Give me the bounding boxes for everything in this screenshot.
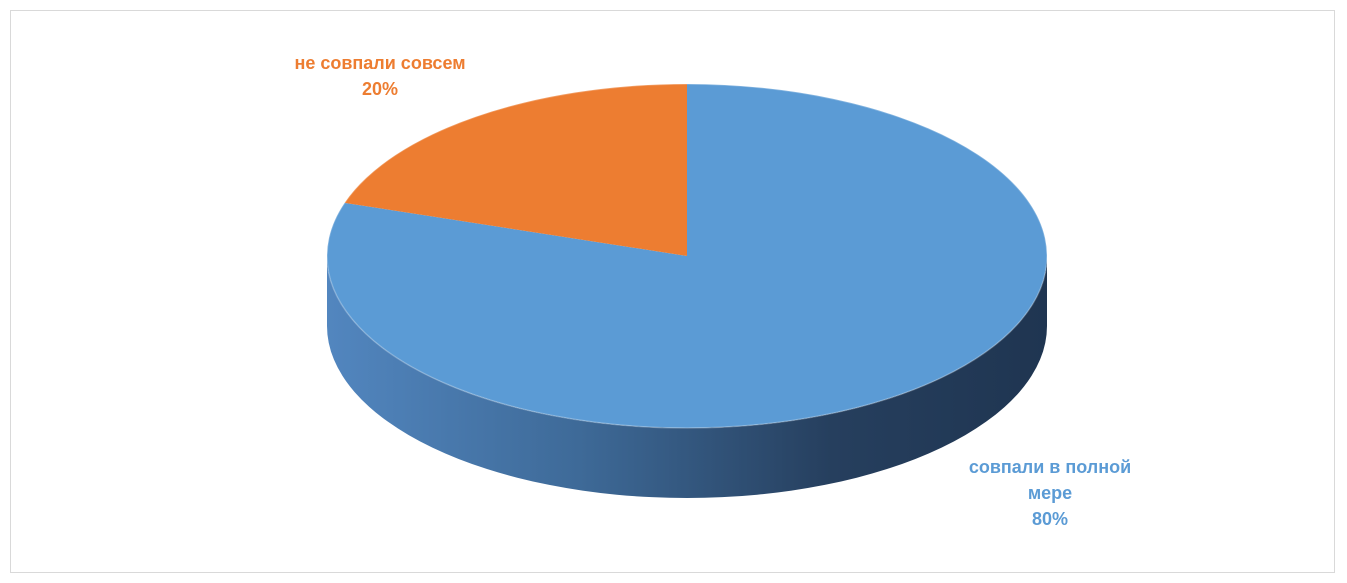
pie-top-group — [326, 83, 1048, 429]
pie-slice-1 — [344, 84, 687, 256]
pie-side-wall — [327, 256, 1047, 498]
pie-side-group — [327, 256, 1047, 498]
slice-label-value: 80% — [1031, 509, 1069, 529]
pie-rim — [326, 83, 1048, 429]
slice-label-text: не совпали совсем — [294, 53, 466, 73]
slice-label-no-match: не совпали совсем 20% — [240, 50, 520, 102]
slice-label-text: совпали в полной мере — [968, 457, 1132, 503]
slice-label-value: 20% — [361, 79, 399, 99]
slice-label-full-match: совпали в полной мере 80% — [920, 454, 1180, 532]
